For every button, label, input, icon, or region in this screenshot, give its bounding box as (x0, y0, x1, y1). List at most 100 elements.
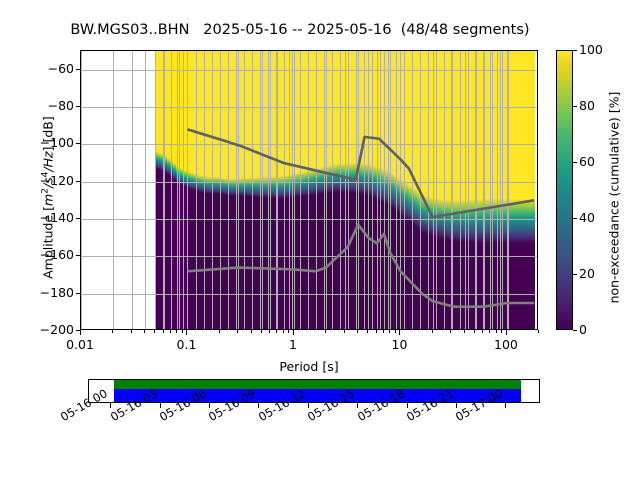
timeline-strip[interactable] (88, 379, 540, 403)
x-tick-minor (343, 330, 345, 333)
colorbar-tick (573, 274, 577, 275)
y-tick-label: −120 (39, 172, 74, 188)
x-tick-minor (450, 330, 452, 333)
x-tick-minor (394, 330, 396, 333)
x-tick-label: 100 (494, 337, 518, 352)
colorbar-label: non-exceedance (cumulative) [%] (606, 91, 622, 304)
x-tick-minor (375, 330, 377, 333)
x-tick-minor (162, 330, 164, 333)
y-tick-label: −200 (39, 322, 74, 337)
colorbar-tick (573, 330, 577, 331)
y-axis-label: Amplitude [m2/s4/Hz] [dB] (40, 116, 56, 279)
y-tick (76, 180, 80, 182)
timeline-tick (456, 403, 458, 408)
colorbar-tick (573, 106, 577, 107)
y-tick-label: −140 (39, 210, 74, 225)
x-tick-minor (130, 330, 132, 333)
colorbar-gradient (557, 51, 572, 329)
x-tick-minor (463, 330, 465, 333)
timeline-tick (209, 403, 211, 408)
x-tick-minor (288, 330, 290, 333)
x-tick-minor (325, 330, 327, 333)
x-tick-minor (144, 330, 146, 333)
ppsd-period-bin (166, 51, 171, 329)
y-tick-label: −160 (39, 247, 74, 263)
x-tick-minor (169, 330, 171, 333)
colorbar-tick-label: 60 (579, 154, 595, 169)
timeline-tick (258, 403, 260, 408)
x-tick-minor (282, 330, 284, 333)
x-tick-minor (431, 330, 433, 333)
ppsd-period-bin (164, 51, 168, 329)
colorbar-tick (573, 50, 577, 51)
colorbar-tick-label: 100 (579, 42, 603, 57)
x-tick-minor (276, 330, 278, 333)
x-tick-major (80, 330, 81, 335)
x-tick-major (292, 330, 294, 335)
ppsd-period-bin (158, 51, 162, 329)
x-tick-minor (538, 330, 539, 333)
y-tick-label: −180 (39, 284, 74, 300)
timeline-tick (505, 403, 507, 408)
x-tick-major (505, 330, 507, 335)
ppsd-period-bin (161, 51, 165, 329)
colorbar-tick (573, 162, 577, 163)
x-tick-minor (495, 330, 497, 333)
x-tick-minor (489, 330, 491, 333)
y-tick (76, 106, 80, 107)
x-tick-minor (367, 330, 369, 333)
x-tick-major (399, 330, 401, 335)
colorbar-tick-label: 20 (579, 266, 595, 281)
y-tick (76, 330, 80, 331)
timeline-tick-label: 05-16 00 (58, 386, 111, 425)
timeline-tick (159, 403, 161, 408)
x-tick-minor (389, 330, 391, 333)
x-axis-label: Period [s] (279, 359, 339, 374)
x-tick-minor (357, 330, 359, 333)
data-coverage-green (113, 380, 521, 390)
x-tick-minor (176, 330, 178, 333)
timeline-tick (357, 403, 359, 408)
y-tick (76, 218, 80, 219)
y-tick (76, 255, 80, 257)
x-tick-label: 1 (288, 337, 297, 352)
x-tick-label: 0.1 (176, 337, 197, 352)
ppsd-period-bin (155, 51, 159, 329)
x-tick-minor (269, 330, 271, 333)
x-tick-minor (218, 330, 220, 333)
ppsd-plot-area[interactable] (80, 50, 538, 330)
timeline-tick (110, 403, 112, 408)
x-tick-label: 10 (391, 337, 408, 352)
x-tick-minor (260, 330, 262, 333)
x-tick-minor (237, 330, 239, 333)
x-tick-minor (181, 330, 183, 333)
colorbar (556, 50, 573, 330)
x-tick-minor (382, 330, 384, 333)
x-tick-minor (501, 330, 503, 333)
y-tick-label: −60 (47, 60, 74, 76)
y-tick-label: −100 (39, 135, 74, 151)
y-tick (76, 68, 80, 70)
x-tick-minor (482, 330, 484, 333)
x-tick-minor (473, 330, 475, 333)
figure-title: BW.MGS03..BHN 2025-05-16 -- 2025-05-16 (… (70, 22, 530, 38)
ppsd-period-bin (184, 51, 188, 329)
x-tick-major (186, 330, 188, 335)
x-tick-label: 0.01 (66, 337, 94, 352)
timeline-tick (406, 403, 408, 408)
x-tick-minor (154, 330, 156, 333)
ppsd-period-bin (531, 51, 535, 329)
x-tick-minor (250, 330, 252, 333)
colorbar-tick (573, 218, 577, 219)
y-tick (76, 292, 80, 294)
colorbar-tick-label: 0 (579, 322, 587, 337)
timeline-tick (307, 403, 309, 408)
ppsd-heatmap (81, 51, 537, 329)
ppsd-period-bin (172, 51, 177, 329)
y-tick (76, 143, 80, 145)
y-tick-label: −80 (47, 98, 74, 113)
x-tick-minor (112, 330, 114, 333)
colorbar-tick-label: 80 (579, 98, 595, 113)
colorbar-tick-label: 40 (579, 210, 595, 225)
